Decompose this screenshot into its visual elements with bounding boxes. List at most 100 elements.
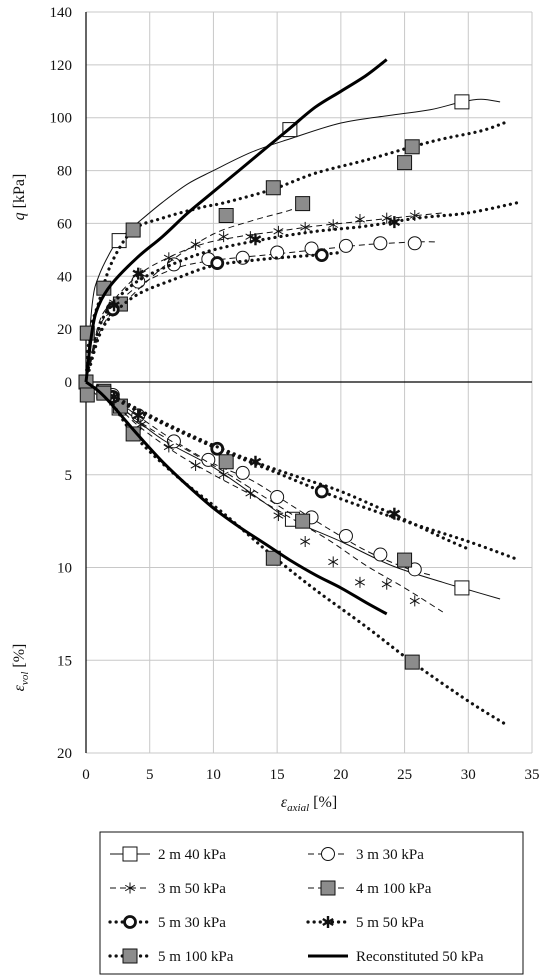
vol-line-2-m-40-kpa [85,381,501,600]
q-point-5-m-100-kpa [125,222,141,238]
legend-label: 5 m 100 kPa [158,949,234,965]
x-tick-label: 25 [397,767,412,783]
q-line-4-m-100-kpa [85,203,303,383]
q-point-5-m-100-kpa [397,155,413,171]
q-point-3-m-50-kpa [354,213,365,225]
vol-line-3-m-50-kpa [85,381,444,613]
series-3-m-30-kpa [85,236,437,577]
legend-marker [322,916,334,928]
q-tick-label: 40 [57,269,72,285]
vol-point-5-m-30-kpa [210,441,225,456]
q-point-5-m-50-kpa [108,299,120,312]
vol-line-5-m-30-kpa [84,380,521,562]
vol-point-3-m-50-kpa [163,441,174,453]
vol-point-3-m-30-kpa [270,490,285,505]
series-4-m-100-kpa [85,196,311,529]
legend-marker [123,915,137,929]
vol-point-2-m-40-kpa [454,580,470,596]
q-point-5-m-100-kpa [404,139,420,155]
q-tick-label: 0 [65,375,73,391]
vol-tick-label: 10 [57,561,72,577]
series-5-m-50-kpa [84,200,521,551]
vol-point-3-m-30-kpa [201,452,216,467]
legend-label: 2 m 40 kPa [158,847,226,863]
q-point-5-m-100-kpa [265,180,281,196]
legend-item: 3 m 50 kPa [110,881,226,897]
vol-point-3-m-50-kpa [328,556,339,568]
vol-point-3-m-30-kpa [373,547,388,562]
series-reconstituted-50-kpa [84,58,388,616]
vol-point-3-m-50-kpa [354,576,365,588]
vol-point-3-m-50-kpa [409,595,420,607]
legend-item: Reconstituted 50 kPa [308,949,484,965]
vol-point-3-m-30-kpa [338,528,353,543]
vol-point-5-m-100-kpa [265,550,281,566]
vol-point-3-m-50-kpa [300,536,311,548]
series-5-m-30-kpa [84,248,521,562]
q-point-3-m-30-kpa [235,250,250,265]
vol-tick-label: 20 [57,746,72,762]
x-tick-label: 5 [146,767,154,783]
vol-tick-label: 15 [57,653,72,669]
q-tick-label: 80 [57,164,72,180]
vol-point-3-m-50-kpa [190,459,201,471]
q-point-4-m-100-kpa [295,196,311,212]
legend-label: 3 m 30 kPa [356,847,424,863]
legend-marker [122,948,138,964]
q-point-5-m-50-kpa [249,233,262,246]
q-point-5-m-100-kpa [218,208,234,223]
q-point-3-m-30-kpa [373,236,388,251]
legend-marker [122,846,138,862]
q-tick-label: 140 [50,5,73,21]
q-line-3-m-50-kpa [85,212,443,383]
legend: 2 m 40 kPa 3 m 30 kPa 3 m 50 kPa 4 m 100 kP… [99,831,524,975]
q-line-5-m-30-kpa [84,250,343,384]
vol-line-5-m-100-kpa [84,380,506,725]
q-tick-label: 60 [57,216,72,232]
vol-point-5-m-100-kpa [96,385,112,401]
legend-item: 4 m 100 kPa [308,880,432,897]
legend-label: 5 m 30 kPa [158,915,226,931]
legend-label: Reconstituted 50 kPa [356,949,484,965]
q-line-2-m-40-kpa [85,98,501,383]
q-line-3-m-30-kpa [85,241,437,383]
legend-item: 2 m 40 kPa [110,846,226,863]
vol-point-5-m-100-kpa [125,426,141,442]
q-line-reconstituted-50-kpa [84,58,388,383]
vol-line-reconstituted-50-kpa [85,380,388,616]
q-point-3-m-50-kpa [300,221,311,233]
q-point-5-m-50-kpa [388,216,401,229]
vol-point-3-m-50-kpa [381,578,392,590]
axes-group [85,12,532,753]
vol-point-5-m-50-kpa [249,455,262,468]
q-point-5-m-30-kpa [210,256,225,270]
legend-marker [124,882,136,894]
legend-label: 4 m 100 kPa [356,881,432,897]
q-point-2-m-40-kpa [454,94,470,110]
legend-item: 5 m 50 kPa [306,915,424,931]
vol-tick-label: 5 [65,468,73,484]
legend-item: 3 m 30 kPa [308,847,424,863]
axis-labels-group: q [kPa] εvol [%] εaxial [%] [11,174,337,814]
legend-label: 5 m 50 kPa [356,915,424,931]
q-tick-label: 120 [50,58,73,74]
vol-point-3-m-30-kpa [235,465,250,480]
vol-point-4-m-100-kpa [218,454,234,470]
vol-point-5-m-100-kpa [404,654,420,670]
q-point-5-m-50-kpa [132,267,145,280]
q-point-3-m-50-kpa [273,225,284,237]
vol-point-3-m-50-kpa [245,487,256,499]
vol-point-3-m-30-kpa [166,434,181,449]
vol-point-3-m-50-kpa [273,510,284,522]
q-line-5-m-100-kpa [84,121,506,384]
x-tick-label: 20 [333,767,348,783]
legend-item: 5 m 30 kPa [108,915,226,931]
vol-axis-label: εvol [%] [11,644,31,692]
q-tick-label: 100 [50,111,73,127]
vol-point-5-m-50-kpa [388,507,401,520]
q-point-3-m-50-kpa [328,219,339,231]
x-tick-label: 0 [82,767,90,783]
q-point-5-m-30-kpa [314,248,329,263]
vol-point-5-m-100-kpa [79,387,95,403]
